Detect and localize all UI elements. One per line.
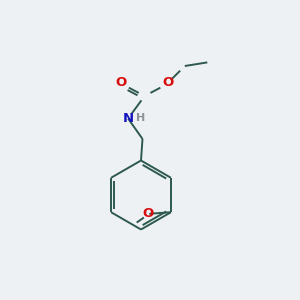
Text: O: O bbox=[116, 76, 127, 89]
Text: O: O bbox=[162, 76, 173, 89]
Text: N: N bbox=[122, 112, 134, 125]
Text: O: O bbox=[142, 207, 153, 220]
Text: H: H bbox=[136, 113, 145, 123]
